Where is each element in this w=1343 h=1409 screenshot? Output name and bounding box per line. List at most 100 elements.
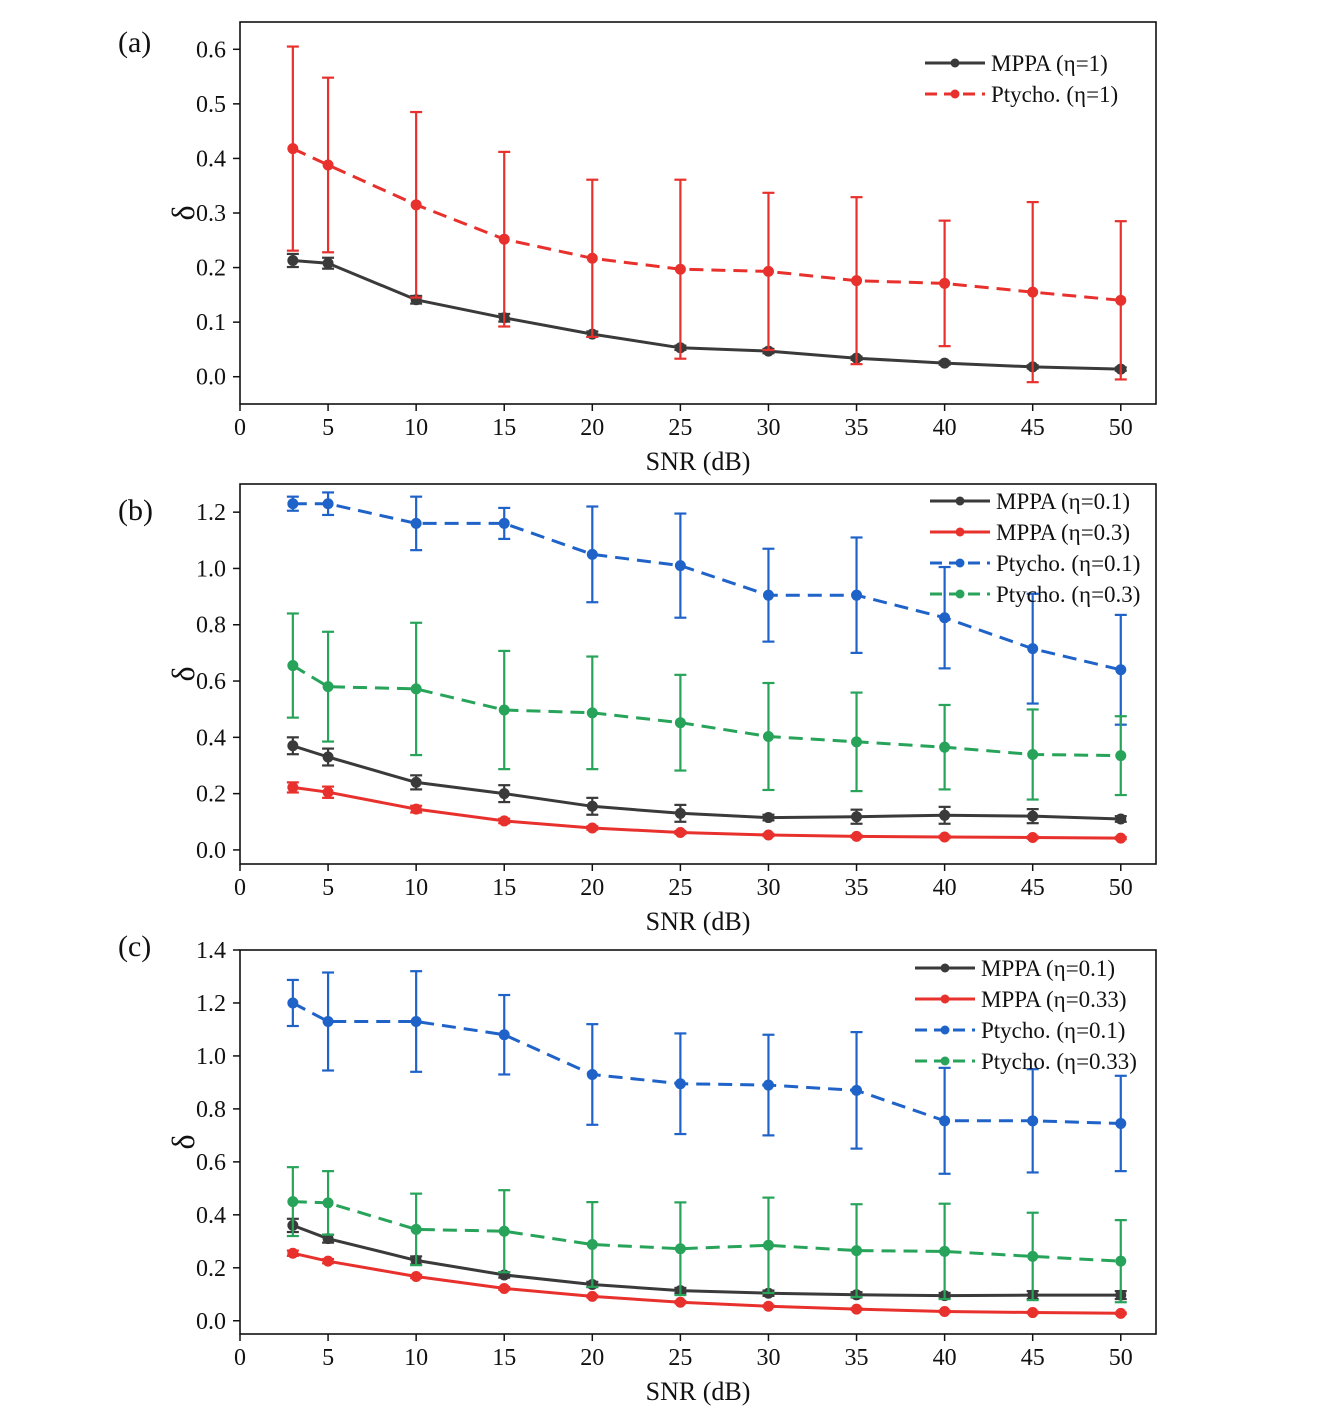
data-point [939,1115,951,1127]
data-point [498,704,510,716]
data-point [586,1238,598,1250]
data-point [410,1271,422,1283]
x-tick-label: 40 [933,875,957,901]
chart-panel-2: 0 5 10 15 20 25 30 35 40 45 50 SNR (dB) 0.0 0.2 0.4 0.6… [118,483,1157,936]
series-2 [286,45,1127,384]
y-tick-label: 0.8 [196,1097,226,1123]
x-tick-label: 15 [492,415,516,441]
data-point [586,800,598,812]
data-point [498,788,510,800]
x-tick-label: 35 [845,875,869,901]
y-tick-label: 0.0 [196,838,226,864]
panel-label: (c) [118,930,151,963]
data-point [586,822,598,834]
data-point [1027,286,1039,298]
data-point [287,498,299,510]
data-point [410,683,422,695]
data-point [674,1243,686,1255]
x-tick-label: 0 [234,1345,246,1371]
data-point [322,498,334,510]
x-tick-label: 20 [580,1345,604,1371]
data-point [1027,1115,1039,1127]
y-tick-label: 0.4 [196,725,226,751]
y-tick-label: 0.0 [196,1309,226,1335]
x-tick-label: 10 [404,1345,428,1371]
data-point [939,1245,951,1257]
data-point [498,1029,510,1041]
x-tick-label: 50 [1109,875,1133,901]
y-tick-label: 1.2 [196,500,226,526]
data-point [1027,1307,1039,1319]
data-point [410,803,422,815]
y-tick-label: 0.5 [196,92,226,118]
plot-frame [239,949,1157,1335]
data-point [939,277,951,289]
x-tick-label: 5 [322,415,334,441]
data-point [674,1296,686,1308]
y-tick-label: 0.2 [196,782,226,808]
data-point [498,233,510,245]
data-point [322,1197,334,1209]
data-point [586,1068,598,1080]
x-tick-label: 25 [668,1345,692,1371]
data-point [851,1245,863,1257]
legend-marker [940,1025,950,1035]
data-point [498,517,510,529]
y-tick-label: 0.6 [196,1150,226,1176]
chart-panel-3: 0 5 10 15 20 25 30 35 40 45 50 SNR (dB) 0.0 0.2 0.4 0.6… [118,930,1157,1406]
data-point [1027,643,1039,655]
data-point [851,589,863,601]
legend-marker [955,589,965,599]
data-point [1115,1117,1127,1129]
y-axis-title: δ [165,666,201,681]
x-tick-label: 10 [404,415,428,441]
data-point [1115,750,1127,762]
legend-marker [940,1056,950,1066]
x-tick-label: 25 [668,875,692,901]
data-point [322,1016,334,1028]
x-tick-label: 35 [845,415,869,441]
legend-label: Ptycho. (η=1) [991,82,1118,107]
data-point [287,781,299,793]
x-tick-label: 45 [1021,875,1045,901]
data-point [586,1290,598,1302]
data-point [762,829,774,841]
panel-label: (a) [118,26,151,59]
legend: MPPA (η=0.1) MPPA (η=0.3) Ptycho. (η=0.1) P… [930,489,1140,607]
legend-marker [955,558,965,568]
data-point [762,265,774,277]
data-point [287,1247,299,1259]
legend-marker [955,496,965,506]
legend-label: MPPA (η=0.3) [996,520,1130,545]
x-tick-label: 30 [756,415,780,441]
data-point [674,560,686,572]
data-point [939,741,951,753]
data-point [287,997,299,1009]
x-axis-title: SNR (dB) [646,447,751,476]
x-tick-label: 50 [1109,415,1133,441]
data-point [762,730,774,742]
series-line [292,502,1122,672]
y-tick-label: 1.0 [196,556,226,582]
data-point [1115,294,1127,306]
data-point [410,199,422,211]
panel-label: (b) [118,494,153,527]
y-tick-label: 0.8 [196,613,226,639]
series-2 [286,781,1127,844]
series-4 [286,1166,1127,1304]
series-3 [286,491,1127,726]
y-axis-title: δ [165,205,201,220]
legend-label: Ptycho. (η=0.33) [981,1049,1137,1074]
data-point [674,807,686,819]
y-tick-label: 0.6 [196,37,226,63]
data-point [674,717,686,729]
x-tick-label: 5 [322,1345,334,1371]
y-tick-label: 0.2 [196,256,226,282]
plot-frame [239,483,1157,865]
data-point [939,1305,951,1317]
series-4 [286,612,1127,801]
data-point [586,548,598,560]
data-point [287,740,299,752]
data-point [322,681,334,693]
